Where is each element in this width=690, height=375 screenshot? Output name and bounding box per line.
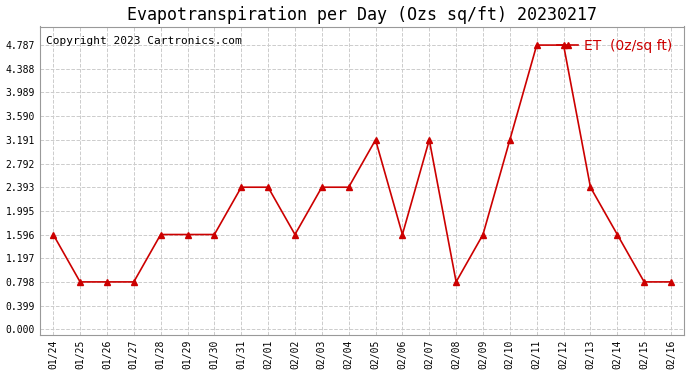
- ET  (0z/sq ft): [184, 232, 192, 237]
- ET  (0z/sq ft): [130, 280, 138, 284]
- ET  (0z/sq ft): [371, 138, 380, 142]
- ET  (0z/sq ft): [425, 138, 433, 142]
- ET  (0z/sq ft): [49, 232, 57, 237]
- ET  (0z/sq ft): [452, 280, 460, 284]
- ET  (0z/sq ft): [157, 232, 165, 237]
- Legend: ET  (0z/sq ft): ET (0z/sq ft): [552, 33, 678, 58]
- ET  (0z/sq ft): [237, 185, 246, 189]
- ET  (0z/sq ft): [210, 232, 219, 237]
- ET  (0z/sq ft): [264, 185, 273, 189]
- ET  (0z/sq ft): [103, 280, 111, 284]
- ET  (0z/sq ft): [317, 185, 326, 189]
- ET  (0z/sq ft): [290, 232, 299, 237]
- Text: Copyright 2023 Cartronics.com: Copyright 2023 Cartronics.com: [46, 36, 242, 46]
- ET  (0z/sq ft): [613, 232, 622, 237]
- ET  (0z/sq ft): [667, 280, 675, 284]
- ET  (0z/sq ft): [640, 280, 649, 284]
- ET  (0z/sq ft): [344, 185, 353, 189]
- Title: Evapotranspiration per Day (Ozs sq/ft) 20230217: Evapotranspiration per Day (Ozs sq/ft) 2…: [127, 6, 597, 24]
- ET  (0z/sq ft): [398, 232, 406, 237]
- ET  (0z/sq ft): [586, 185, 595, 189]
- ET  (0z/sq ft): [479, 232, 487, 237]
- ET  (0z/sq ft): [506, 138, 514, 142]
- Line: ET  (0z/sq ft): ET (0z/sq ft): [50, 42, 674, 285]
- ET  (0z/sq ft): [76, 280, 84, 284]
- ET  (0z/sq ft): [560, 43, 568, 47]
- ET  (0z/sq ft): [533, 43, 541, 47]
